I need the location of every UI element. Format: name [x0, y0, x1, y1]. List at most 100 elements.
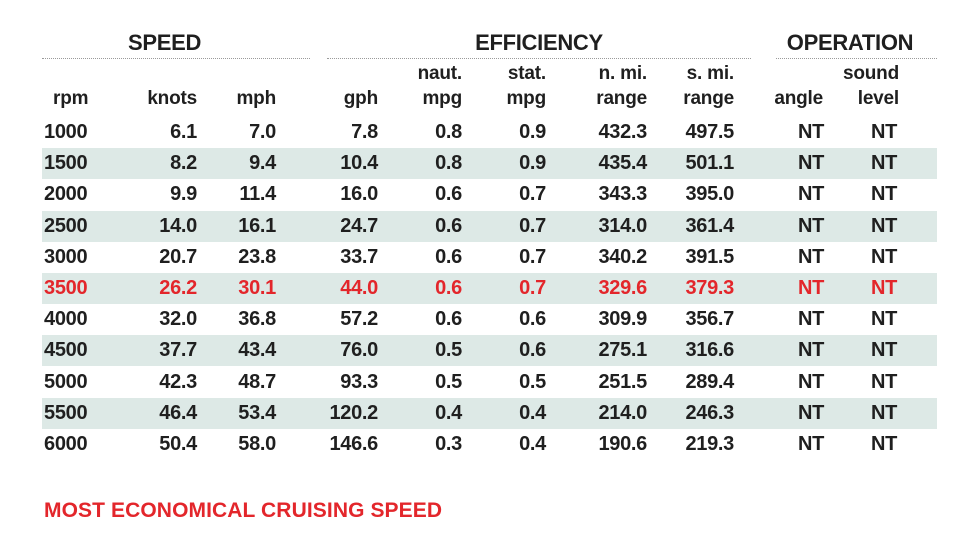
cell-n-mi-range: 340.2 — [598, 245, 647, 268]
cell-rpm: 3500 — [44, 277, 88, 299]
cell-s-mi-range: 316.6 — [685, 339, 734, 362]
cell-mph: 16.1 — [238, 214, 276, 237]
cell-stat-mpg: 0.6 — [519, 339, 546, 362]
cell-naut-mpg: 0.6 — [435, 183, 462, 206]
cell-n-mi-range: 343.3 — [598, 183, 647, 206]
column-header-line2: gph — [343, 88, 378, 109]
cell-s-mi-range: 356.7 — [685, 308, 734, 331]
cell-knots: 42.3 — [159, 370, 197, 393]
cell-sound-level: NT — [870, 401, 898, 424]
cell-sound-level: NT — [870, 214, 898, 237]
cell-s-mi-range: 501.1 — [685, 152, 734, 175]
cell-stat-mpg: 0.5 — [519, 370, 546, 393]
cell-knots: 14.0 — [159, 214, 197, 237]
column-header-s-mi-range: s. mi. range — [644, 61, 734, 113]
cell-naut-mpg: 0.3 — [435, 433, 462, 455]
cell-naut-mpg: 0.8 — [435, 121, 462, 143]
column-header-line2: mpg — [506, 88, 546, 109]
cell-gph: 10.4 — [340, 152, 378, 175]
cell-rpm: 6000 — [44, 433, 88, 455]
cell-naut-mpg: 0.6 — [435, 277, 462, 299]
column-header-line1: s. mi. — [686, 63, 735, 84]
cell-gph: 44.0 — [340, 277, 378, 299]
cell-gph: 7.8 — [351, 121, 378, 143]
cell-knots: 32.0 — [159, 308, 197, 331]
cell-mph: 23.8 — [238, 245, 276, 268]
column-header-line1 — [288, 61, 378, 86]
cell-gph: 24.7 — [340, 214, 378, 237]
cell-gph: 93.3 — [340, 370, 378, 393]
cell-rpm: 5500 — [44, 401, 88, 424]
cell-knots: 9.9 — [170, 183, 197, 206]
table-row: 2500 14.0 16.1 24.7 0.6 0.7 314.0 361.4 NT NT — [42, 210, 937, 242]
cell-angle: NT — [797, 370, 825, 393]
column-header-n-mi-range: n. mi. range — [557, 61, 647, 113]
cell-angle: NT — [797, 152, 825, 175]
group-rule-speed — [42, 58, 310, 59]
cell-naut-mpg: 0.6 — [435, 245, 462, 268]
table-row: 5500 46.4 53.4 120.2 0.4 0.4 214.0 246.3 NT NT — [42, 397, 937, 429]
cell-n-mi-range: 435.4 — [598, 152, 647, 175]
cell-angle: NT — [797, 183, 825, 206]
cell-mph: 9.4 — [249, 152, 276, 175]
cell-knots: 20.7 — [159, 245, 197, 268]
cell-gph: 146.6 — [329, 433, 378, 455]
cell-mph: 48.7 — [238, 370, 276, 393]
cell-naut-mpg: 0.5 — [435, 339, 462, 362]
cell-angle: NT — [797, 121, 825, 143]
cell-sound-level: NT — [870, 339, 898, 362]
column-header-line2: knots — [147, 88, 197, 109]
cell-stat-mpg: 0.7 — [519, 214, 546, 237]
cell-knots: 6.1 — [170, 121, 197, 143]
cell-rpm: 3000 — [44, 245, 88, 268]
column-header-line1: stat. — [507, 63, 546, 84]
cell-rpm: 5000 — [44, 370, 88, 393]
column-header-line1: sound — [843, 63, 899, 84]
group-title-efficiency: EFFICIENCY — [475, 30, 603, 55]
cell-s-mi-range: 289.4 — [685, 370, 734, 393]
column-header-line2: mpg — [422, 88, 462, 109]
cell-n-mi-range: 314.0 — [598, 214, 647, 237]
cell-rpm: 2000 — [44, 183, 88, 206]
cell-sound-level: NT — [870, 121, 898, 143]
cell-gph: 120.2 — [329, 401, 378, 424]
cell-n-mi-range: 214.0 — [598, 401, 647, 424]
column-header-line1: naut. — [417, 63, 463, 84]
column-header-angle: angle — [733, 61, 823, 113]
cell-stat-mpg: 0.4 — [519, 401, 546, 424]
cell-gph: 16.0 — [340, 183, 378, 206]
cell-naut-mpg: 0.6 — [435, 308, 462, 331]
table-row: 5000 42.3 48.7 93.3 0.5 0.5 251.5 289.4 NT NT — [42, 367, 937, 398]
cell-n-mi-range: 309.9 — [598, 308, 647, 331]
cell-s-mi-range: 361.4 — [685, 214, 734, 237]
cell-sound-level: NT — [870, 245, 898, 268]
cell-knots: 26.2 — [159, 277, 197, 299]
cell-s-mi-range: 395.0 — [685, 183, 734, 206]
cell-knots: 50.4 — [159, 433, 197, 455]
table-row: 1500 8.2 9.4 10.4 0.8 0.9 435.4 501.1 NT NT — [42, 148, 937, 180]
column-header-stat-mpg: stat. mpg — [456, 61, 546, 113]
cell-rpm: 4500 — [44, 339, 88, 362]
column-header-knots: knots — [107, 61, 197, 113]
cell-n-mi-range: 432.3 — [598, 121, 647, 143]
column-header-line2: rpm — [53, 88, 89, 109]
column-header-naut-mpg: naut. mpg — [372, 61, 463, 113]
cell-angle: NT — [797, 308, 825, 331]
cell-stat-mpg: 0.7 — [519, 183, 546, 206]
cell-rpm: 4000 — [44, 308, 88, 331]
cell-mph: 30.1 — [238, 277, 276, 299]
group-rule-operation — [776, 58, 937, 59]
cell-stat-mpg: 0.6 — [519, 308, 546, 331]
cell-mph: 58.0 — [238, 433, 276, 455]
cell-mph: 36.8 — [238, 308, 276, 331]
cell-rpm: 1000 — [44, 121, 88, 143]
cell-s-mi-range: 246.3 — [685, 401, 734, 424]
footnote-economical-speed: MOST ECONOMICAL CRUISING SPEED — [44, 499, 443, 522]
column-header-line2: angle — [774, 88, 823, 109]
cell-s-mi-range: 379.3 — [685, 277, 734, 299]
column-header-line1 — [53, 61, 88, 86]
cell-sound-level: NT — [870, 277, 898, 299]
column-header-line2: range — [596, 88, 647, 109]
cell-s-mi-range: 391.5 — [685, 245, 734, 268]
column-header-sound-level: sound level — [809, 61, 899, 113]
